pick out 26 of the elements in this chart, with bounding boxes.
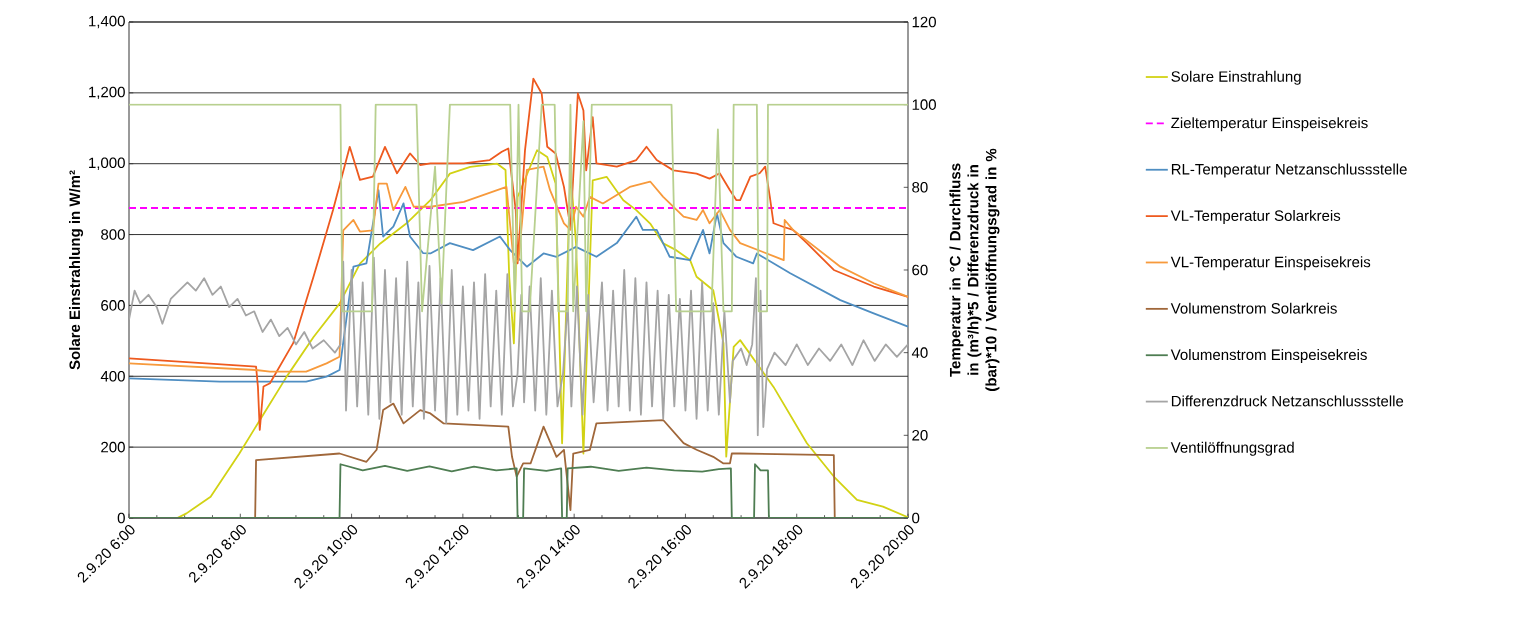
y2-tick-label: 120 — [912, 16, 936, 28]
y2-tick-label: 100 — [912, 99, 936, 110]
y-tick-label: 1,000 — [89, 157, 125, 170]
legend-label: RL-Temperatur Netzanschlussstelle — [1171, 163, 1407, 178]
legend-label: Ventilöffnungsgrad — [1170, 441, 1294, 456]
y-tick-label: 1,200 — [89, 86, 125, 100]
y2-tick-label: 60 — [912, 264, 928, 276]
y2-axis-title: Temperatur in °C / Durchfluss in (m³/h)*5 / Differenzdruck in (bar)*10 / Ventilöffnungsgrad in % — [949, 148, 1000, 391]
legend-label: Volumenstrom Einspeisekreis — [1170, 349, 1367, 364]
y2-tick-label: 80 — [912, 182, 928, 193]
y-axis-title: Solare Einstrahlung in W/m² — [69, 170, 84, 370]
y-tick-label: 600 — [101, 300, 125, 311]
y-tick-label: 1,400 — [89, 15, 125, 29]
y-tick-label: 0 — [117, 512, 125, 524]
y-tick-label: 800 — [101, 229, 125, 240]
y2-tick-label: 40 — [911, 347, 928, 358]
legend-label: Solare Einstrahlung — [1171, 70, 1301, 85]
legend-label: Differenzdruck Netzanschlussstelle — [1171, 395, 1404, 407]
y2-tick-label: 0 — [912, 512, 920, 524]
legend-label: Volumenstrom Solarkreis — [1170, 302, 1337, 314]
y-tick-label: 400 — [100, 370, 125, 382]
y-tick-label: 200 — [101, 441, 125, 453]
y2-tick-label: 20 — [912, 430, 928, 441]
legend-label: VL-Temperatur Solarkreis — [1170, 209, 1341, 224]
legend-label: Zieltemperatur Einspeisekreis — [1171, 117, 1368, 132]
legend-label: VL-Temperatur Einspeisekreis — [1170, 256, 1371, 271]
